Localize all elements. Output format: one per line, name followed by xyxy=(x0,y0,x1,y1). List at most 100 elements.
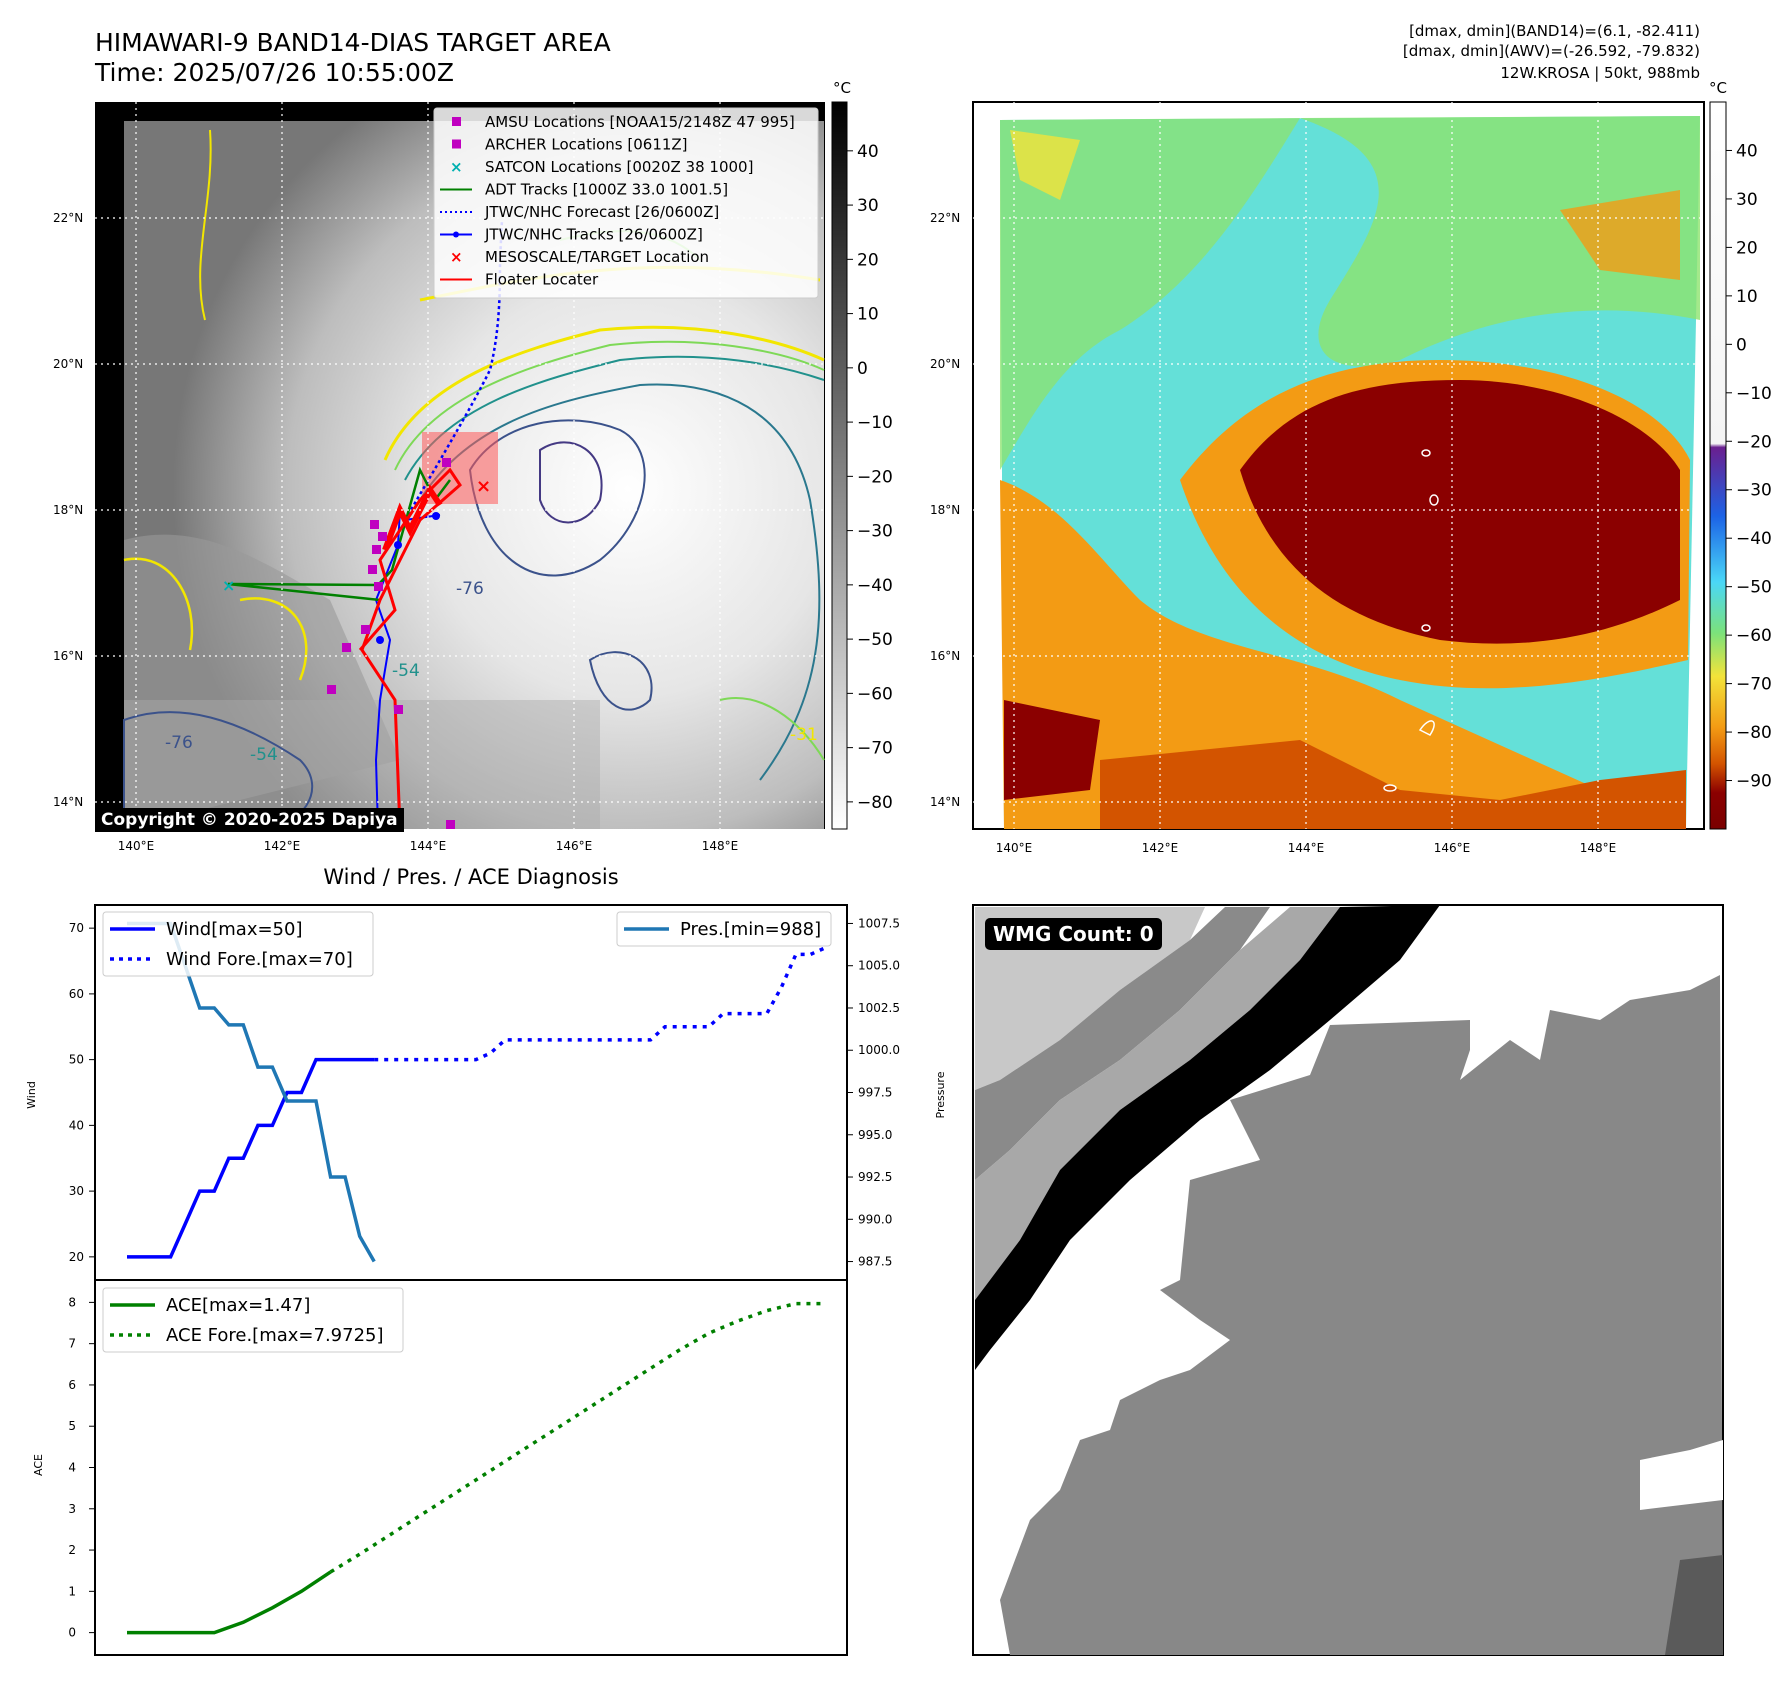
colorbar-tick: 0 xyxy=(857,359,868,379)
pres-tick: 990.0 xyxy=(858,1212,892,1226)
legend-square-icon xyxy=(452,117,461,126)
colorbar-tick: −50 xyxy=(1736,578,1772,598)
lon-tick: 140°E xyxy=(996,841,1033,855)
figure-title: HIMAWARI-9 BAND14-DIAS TARGET AREA xyxy=(95,28,611,57)
contour-core xyxy=(468,419,646,577)
wind-tick: 60 xyxy=(69,987,84,1001)
wmg-panel xyxy=(972,904,1724,1656)
pres-ylabel: Pressure xyxy=(934,1071,947,1118)
colorbar-tick: 20 xyxy=(1736,238,1758,258)
legend-pres: Pres.[min=988] xyxy=(680,919,821,940)
contour-label: -31 xyxy=(790,725,818,745)
cold-core xyxy=(1240,380,1680,644)
legend-item: ADT Tracks [1000Z 33.0 1001.5] xyxy=(440,181,728,199)
right-gridlines xyxy=(973,102,1704,829)
right-lon-ticks: 140°E 142°E 144°E 146°E 148°E xyxy=(996,841,1617,855)
wmg-black-band xyxy=(975,905,1440,1370)
pres-tick: 992.5 xyxy=(858,1170,892,1184)
lat-tick: 18°N xyxy=(930,503,960,517)
legend-item: × MESOSCALE/TARGET Location xyxy=(450,248,709,266)
lon-tick: 140°E xyxy=(118,839,155,853)
wind-tick: 30 xyxy=(69,1184,84,1198)
legend-item: JTWC/NHC Forecast [26/0600Z] xyxy=(440,203,719,221)
series-line xyxy=(329,1301,825,1574)
legend-x-icon: × xyxy=(450,158,463,176)
colorbar-tick: −90 xyxy=(1736,772,1772,792)
ace-tick: 6 xyxy=(68,1378,76,1392)
pres-tick: 1007.5 xyxy=(858,916,900,930)
ace-tick: 1 xyxy=(68,1584,76,1598)
colorbar-tick: −30 xyxy=(1736,481,1772,501)
colorbar-tick: −30 xyxy=(857,522,893,542)
colorbar-tick: 10 xyxy=(857,305,879,325)
floater-line xyxy=(358,467,462,829)
series-line xyxy=(127,1057,375,1259)
lon-tick: 146°E xyxy=(1434,841,1471,855)
colorbar-tick: −20 xyxy=(857,467,893,487)
legend-item: Floater Locater xyxy=(440,271,599,289)
colorbar-tick: −70 xyxy=(1736,675,1772,695)
legend-ace: ACE[max=1.47] xyxy=(166,1295,310,1316)
legend-item: ARCHER Locations [0611Z] xyxy=(452,136,688,154)
ace-tick: 7 xyxy=(68,1337,76,1351)
ace-tick: 8 xyxy=(68,1295,76,1309)
lon-tick: 142°E xyxy=(264,839,301,853)
colorbar-tick: −20 xyxy=(1736,432,1772,452)
legend-label: JTWC/NHC Tracks [26/0600Z] xyxy=(484,226,703,244)
pres-legend: Pres.[min=988] xyxy=(616,911,832,947)
legend-item: JTWC/NHC Tracks [26/0600Z] xyxy=(440,226,703,244)
band14-map: × × xyxy=(53,102,825,853)
pres-tick: 1005.0 xyxy=(858,959,900,973)
colorbar-unit: °C xyxy=(1709,79,1727,97)
map-legend: AMSU Locations [NOAA15/2148Z 47 995] ARCH… xyxy=(433,107,819,299)
legend-label: ADT Tracks [1000Z 33.0 1001.5] xyxy=(485,181,728,199)
legend-item: AMSU Locations [NOAA15/2148Z 47 995] xyxy=(452,113,795,131)
ace-chart: ACE 8 7 6 5 4 3 2 1 0 ACE[max=1.47] ACE Fore.[ma… xyxy=(32,1279,848,1656)
lon-tick: 142°E xyxy=(1142,841,1179,855)
cloud-band-west xyxy=(124,534,400,829)
jtwc-forecast-line xyxy=(403,219,504,521)
legend-label: SATCON Locations [0020Z 38 1000] xyxy=(485,158,753,176)
colorbar-tick: 30 xyxy=(857,196,879,216)
pres-tick: 995.0 xyxy=(858,1128,892,1142)
legend-label: JTWC/NHC Forecast [26/0600Z] xyxy=(484,203,719,221)
copyright-label: Copyright © 2020-2025 Dapiya xyxy=(95,808,404,832)
lat-tick: 14°N xyxy=(930,795,960,809)
legend-label: Floater Locater xyxy=(485,271,599,289)
lon-tick: 148°E xyxy=(702,839,739,853)
ace-tick: 2 xyxy=(68,1543,76,1557)
gray-colorbar: °C 40 30 20 10 0 −10 −20 −30 −40 −50 −60 −70 −80 xyxy=(831,79,893,830)
pres-tick: 1000.0 xyxy=(858,1043,900,1057)
legend-wind-fore: Wind Fore.[max=70] xyxy=(166,949,353,970)
contour-label: -54 xyxy=(250,745,278,765)
lat-tick: 20°N xyxy=(53,357,83,371)
colorbar-tick: 10 xyxy=(1736,287,1758,307)
lat-tick: 18°N xyxy=(53,503,83,517)
ace-tick: 3 xyxy=(68,1502,76,1516)
ace-tick: 0 xyxy=(68,1626,76,1640)
amsu-archer-markers xyxy=(327,458,455,829)
lat-tick: 22°N xyxy=(53,211,83,225)
colorbar-tick: −80 xyxy=(1736,723,1772,743)
wmg-gray-region xyxy=(1000,975,1723,1655)
colorbar-tick: 20 xyxy=(857,250,879,270)
lon-tick: 148°E xyxy=(1580,841,1617,855)
colorbar-tick: 30 xyxy=(1736,190,1758,210)
colorbar-tick: −70 xyxy=(857,739,893,759)
storm-info: 12W.KROSA | 50kt, 988mb xyxy=(1500,64,1700,82)
dmax-dmin-band14: [dmax, dmin](BAND14)=(6.1, -82.411) xyxy=(1409,22,1700,40)
target-marker: × xyxy=(476,476,491,497)
wind-tick: 40 xyxy=(69,1118,84,1132)
colorbar-tick: −40 xyxy=(1736,529,1772,549)
series-line xyxy=(374,946,826,1062)
ace-tick: 4 xyxy=(68,1461,76,1475)
lat-tick: 22°N xyxy=(930,211,960,225)
lon-tick: 146°E xyxy=(556,839,593,853)
legend-label: MESOSCALE/TARGET Location xyxy=(485,248,709,266)
pres-tick: 1002.5 xyxy=(858,1001,900,1015)
satcon-marker: × xyxy=(222,576,235,595)
colorbar-tick: 40 xyxy=(857,142,879,162)
legend-square-icon xyxy=(452,139,461,149)
jtwc-track-points xyxy=(376,512,440,644)
